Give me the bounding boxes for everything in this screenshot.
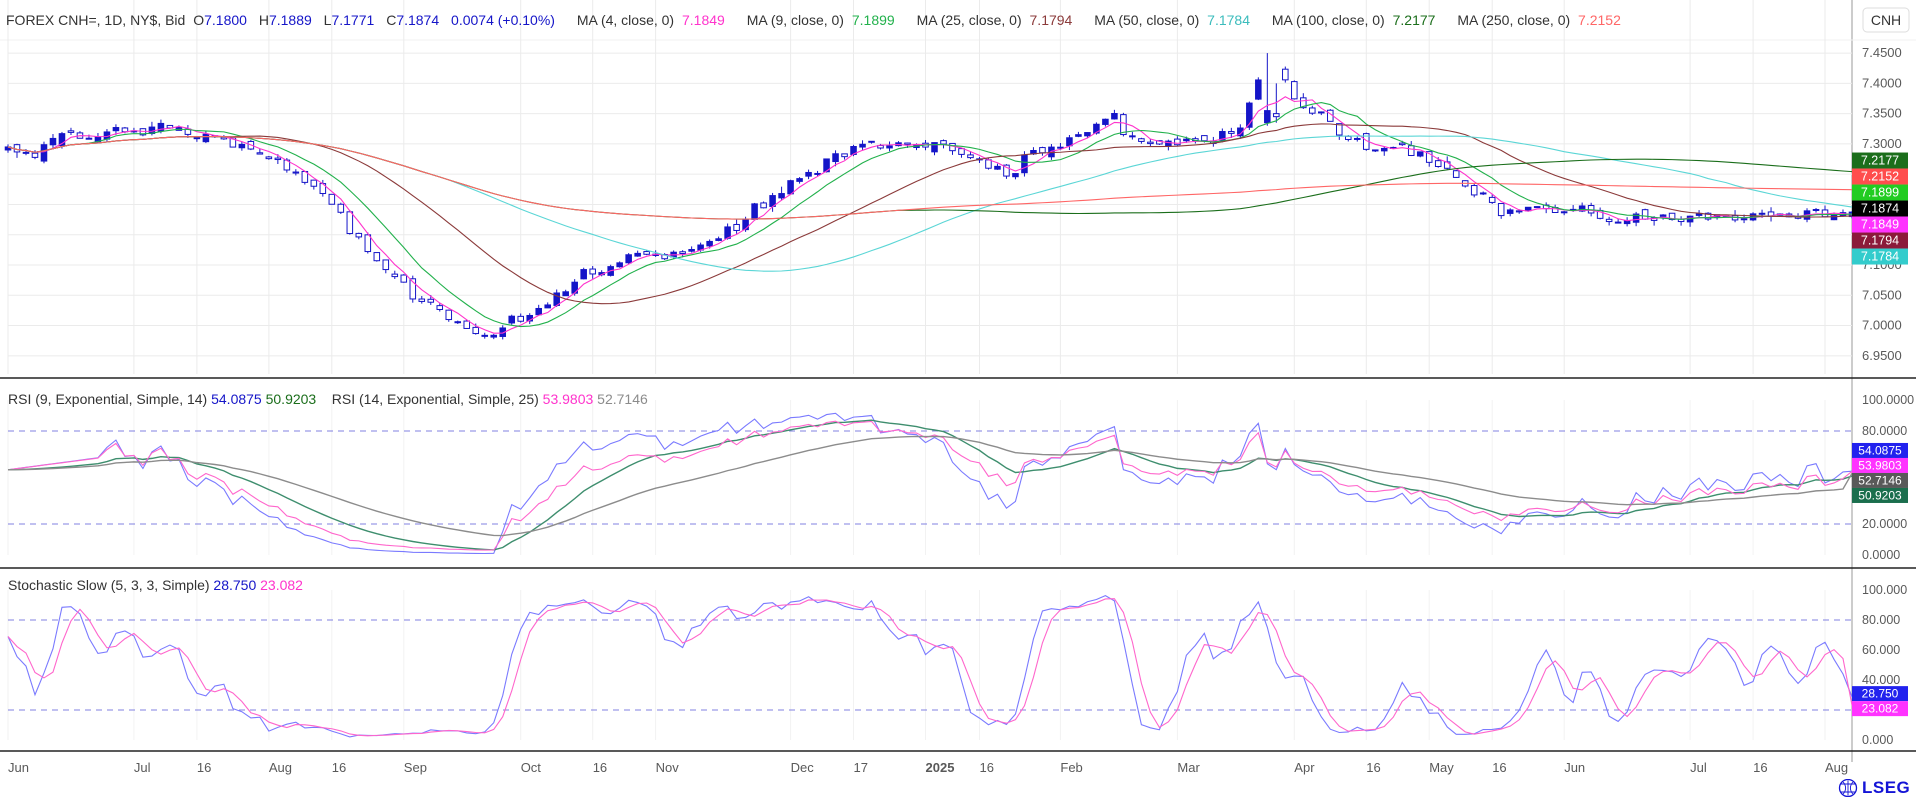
svg-text:7.1899: 7.1899 — [1861, 186, 1899, 200]
svg-text:0.0000: 0.0000 — [1862, 548, 1900, 562]
svg-text:Dec: Dec — [791, 760, 815, 775]
svg-text:Mar: Mar — [1177, 760, 1200, 775]
svg-text:16: 16 — [593, 760, 607, 775]
svg-text:Aug: Aug — [1825, 760, 1848, 775]
svg-text:Jun: Jun — [8, 760, 29, 775]
svg-text:7.0000: 7.0000 — [1862, 318, 1902, 333]
svg-text:2025: 2025 — [926, 760, 955, 775]
svg-text:0.000: 0.000 — [1862, 733, 1893, 747]
svg-text:60.000: 60.000 — [1862, 643, 1900, 657]
svg-text:May: May — [1429, 760, 1454, 775]
svg-text:Jun: Jun — [1564, 760, 1585, 775]
svg-text:7.1849: 7.1849 — [1861, 218, 1899, 232]
svg-text:53.9803: 53.9803 — [1858, 458, 1902, 472]
svg-text:100.0000: 100.0000 — [1862, 393, 1914, 407]
svg-text:Feb: Feb — [1060, 760, 1082, 775]
svg-text:7.1794: 7.1794 — [1861, 234, 1899, 248]
svg-text:80.000: 80.000 — [1862, 613, 1900, 627]
svg-text:17: 17 — [854, 760, 868, 775]
svg-text:23.082: 23.082 — [1862, 702, 1899, 716]
svg-text:Nov: Nov — [656, 760, 680, 775]
svg-text:6.9500: 6.9500 — [1862, 348, 1902, 363]
svg-text:Aug: Aug — [269, 760, 292, 775]
svg-text:Sep: Sep — [404, 760, 427, 775]
svg-text:50.9203: 50.9203 — [1858, 488, 1902, 502]
svg-text:Oct: Oct — [521, 760, 542, 775]
svg-text:7.3500: 7.3500 — [1862, 106, 1902, 121]
svg-text:Jul: Jul — [1690, 760, 1707, 775]
svg-text:7.0500: 7.0500 — [1862, 287, 1902, 302]
svg-text:28.750: 28.750 — [1862, 687, 1899, 701]
svg-text:16: 16 — [1753, 760, 1767, 775]
svg-text:7.3000: 7.3000 — [1862, 136, 1902, 151]
svg-text:16: 16 — [1492, 760, 1506, 775]
svg-text:7.4500: 7.4500 — [1862, 45, 1902, 60]
svg-text:7.1784: 7.1784 — [1861, 250, 1899, 264]
svg-text:Jul: Jul — [134, 760, 151, 775]
svg-text:7.2177: 7.2177 — [1861, 154, 1899, 168]
svg-text:54.0875: 54.0875 — [1858, 443, 1902, 457]
svg-text:Apr: Apr — [1294, 760, 1315, 775]
svg-text:40.000: 40.000 — [1862, 673, 1900, 687]
svg-text:16: 16 — [1366, 760, 1380, 775]
svg-text:7.4000: 7.4000 — [1862, 75, 1902, 90]
svg-text:20.0000: 20.0000 — [1862, 517, 1907, 531]
svg-text:52.7146: 52.7146 — [1858, 473, 1902, 487]
svg-text:7.2152: 7.2152 — [1861, 170, 1899, 184]
svg-text:16: 16 — [197, 760, 211, 775]
svg-text:100.000: 100.000 — [1862, 583, 1907, 597]
svg-text:80.0000: 80.0000 — [1862, 424, 1907, 438]
svg-text:16: 16 — [332, 760, 346, 775]
svg-text:7.1874: 7.1874 — [1861, 202, 1899, 216]
svg-text:16: 16 — [980, 760, 994, 775]
